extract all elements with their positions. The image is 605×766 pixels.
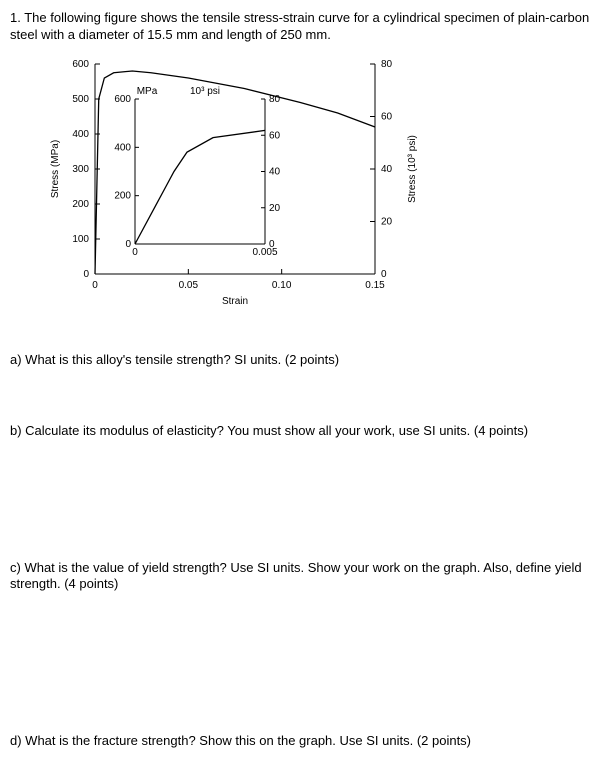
svg-text:20: 20 [269, 203, 281, 214]
svg-text:Stress (10³ psi): Stress (10³ psi) [407, 135, 418, 203]
svg-text:300: 300 [72, 164, 89, 175]
svg-text:60: 60 [269, 130, 281, 141]
svg-text:0.15: 0.15 [365, 280, 385, 291]
svg-text:10³ psi: 10³ psi [190, 86, 220, 97]
svg-text:200: 200 [114, 190, 131, 201]
svg-text:600: 600 [72, 59, 89, 70]
question-d: d) What is the fracture strength? Show t… [10, 733, 595, 750]
svg-text:40: 40 [269, 166, 281, 177]
svg-text:100: 100 [72, 234, 89, 245]
svg-text:600: 600 [114, 94, 131, 105]
svg-text:0: 0 [125, 239, 131, 250]
svg-text:0.005: 0.005 [252, 247, 277, 258]
stress-strain-chart: 00.050.100.15010020030040050060002040608… [40, 54, 595, 334]
svg-text:500: 500 [72, 94, 89, 105]
question-a: a) What is this alloy's tensile strength… [10, 352, 595, 369]
svg-text:Strain: Strain [222, 296, 248, 307]
svg-text:0.05: 0.05 [179, 280, 199, 291]
svg-text:60: 60 [381, 111, 393, 122]
svg-text:Stress (MPa): Stress (MPa) [50, 140, 61, 198]
svg-text:MPa: MPa [137, 86, 158, 97]
svg-text:0: 0 [132, 247, 138, 258]
svg-text:80: 80 [269, 94, 281, 105]
svg-text:0: 0 [83, 269, 89, 280]
svg-text:40: 40 [381, 164, 393, 175]
svg-text:0: 0 [381, 269, 387, 280]
svg-text:0.10: 0.10 [272, 280, 292, 291]
question-c: c) What is the value of yield strength? … [10, 560, 595, 594]
svg-text:400: 400 [72, 129, 89, 140]
svg-text:20: 20 [381, 216, 393, 227]
svg-text:400: 400 [114, 142, 131, 153]
svg-text:0: 0 [92, 280, 98, 291]
svg-text:80: 80 [381, 59, 393, 70]
problem-intro: 1. The following figure shows the tensil… [10, 10, 595, 44]
svg-text:200: 200 [72, 199, 89, 210]
question-b: b) Calculate its modulus of elasticity? … [10, 423, 595, 440]
